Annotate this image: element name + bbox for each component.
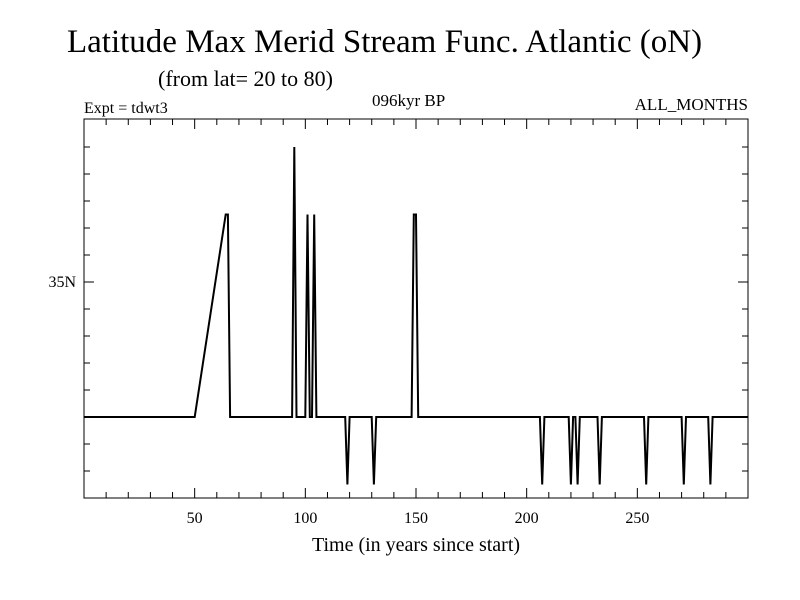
period-label: 096kyr BP	[372, 91, 446, 110]
months-label: ALL_MONTHS	[634, 95, 748, 114]
experiment-label: Expt = tdwt3	[84, 100, 168, 117]
chart-subtitle: (from lat= 20 to 80)	[158, 66, 333, 91]
x-tick-label: 250	[625, 510, 649, 527]
x-axis-label: Time (in years since start)	[312, 534, 520, 556]
x-tick-label: 50	[187, 510, 203, 527]
tick-labels: 50 100 150 200 250 35N	[48, 274, 649, 527]
y-tick-label: 35N	[48, 274, 76, 291]
x-tick-label: 150	[404, 510, 428, 527]
x-tick-label: 200	[515, 510, 539, 527]
x-tick-label: 100	[293, 510, 317, 527]
series-line	[84, 146, 748, 485]
chart-title: Latitude Max Merid Stream Func. Atlantic…	[67, 24, 703, 60]
